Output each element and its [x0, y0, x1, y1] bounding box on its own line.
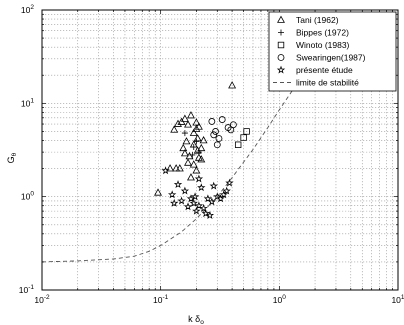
triangle-point	[166, 164, 175, 172]
triangle-point	[189, 128, 198, 136]
triangle-point	[174, 119, 182, 127]
x-tick-label: 101	[391, 294, 404, 305]
triangle-point	[184, 158, 192, 166]
circle-point	[215, 135, 223, 142]
triangle-point	[197, 155, 206, 163]
star-point	[194, 174, 204, 183]
triangle-point	[180, 114, 189, 122]
legend: Tani (1962) Bippes (1972) Winoto (1983) Swe…	[268, 11, 397, 92]
star-point	[201, 209, 210, 218]
triangle-point	[170, 125, 179, 133]
legend-label: Tani (1962)	[296, 15, 339, 25]
y-tick-label: 102	[21, 4, 34, 15]
star-point	[203, 194, 213, 203]
star-point	[225, 178, 234, 187]
y-tick-label: 100	[21, 191, 34, 202]
star-point	[170, 198, 179, 207]
x-axis-label: k δo	[188, 314, 204, 325]
triangle-point	[180, 149, 189, 157]
legend-label: Bippes (1972)	[296, 28, 349, 38]
circle-point	[218, 116, 226, 123]
triangle-point	[199, 136, 208, 144]
triangle-point	[184, 120, 192, 128]
star-point	[173, 180, 183, 189]
triangle-point	[175, 164, 184, 172]
star-point	[219, 190, 228, 199]
x-tick-label: 10-2	[34, 294, 50, 305]
star-point	[161, 166, 170, 175]
plus-point	[181, 130, 188, 137]
plus-point	[190, 144, 197, 151]
x-tick-label: 10-1	[153, 294, 169, 305]
triangle-point	[179, 143, 188, 152]
star-point	[197, 183, 206, 192]
triangle-point	[154, 188, 162, 196]
star-point	[194, 201, 204, 210]
triangle-point	[193, 146, 202, 154]
star-point	[216, 194, 225, 203]
triangle-point	[192, 124, 201, 132]
legend-circle-swatch	[277, 54, 285, 61]
star-point	[199, 203, 208, 212]
triangle-point	[185, 151, 194, 160]
star-point	[180, 186, 190, 195]
star-point	[192, 206, 201, 215]
plus-point	[195, 149, 202, 156]
square-point	[243, 128, 250, 135]
triangle-point	[197, 143, 206, 152]
star-point	[205, 210, 215, 219]
plot-frame	[41, 9, 399, 291]
triangle-point	[186, 111, 195, 119]
legend-box	[268, 11, 397, 92]
triangle-point	[193, 134, 202, 142]
star-point	[167, 190, 177, 199]
legend-label: Winoto (1983)	[296, 40, 350, 50]
square-point	[234, 141, 242, 148]
data-points	[154, 81, 250, 219]
legend-star-swatch	[276, 65, 286, 74]
legend-label: limite de stabilité	[296, 78, 359, 88]
y-axis-label: Gθ	[6, 152, 18, 163]
star-point	[207, 197, 217, 206]
triangle-point	[228, 81, 237, 89]
plus-point	[189, 151, 196, 158]
y-tick-label: 10-1	[19, 284, 35, 295]
circle-point	[208, 118, 216, 125]
triangle-point	[192, 166, 201, 174]
triangle-point	[182, 137, 191, 145]
legend-label: présente étude	[296, 65, 353, 75]
circle-point	[212, 128, 219, 135]
legend-square-swatch	[277, 41, 285, 49]
star-point	[177, 196, 186, 205]
star-point	[189, 198, 198, 207]
star-point	[209, 181, 218, 190]
circle-point	[213, 141, 221, 149]
plus-point	[193, 138, 200, 145]
circle-point	[210, 131, 218, 139]
x-tick-label: 100	[273, 294, 286, 305]
triangle-point	[189, 160, 198, 168]
star-point	[190, 192, 200, 201]
star-point	[222, 186, 231, 195]
y-tick-label: 101	[21, 97, 34, 108]
legend-plus-swatch	[278, 29, 284, 36]
legend-triangle-swatch	[277, 15, 285, 23]
triangle-point	[186, 173, 195, 181]
legend-label: Swearingen(1987)	[296, 53, 366, 63]
star-point	[183, 202, 193, 211]
square-point	[240, 134, 247, 141]
circle-point	[229, 121, 237, 129]
